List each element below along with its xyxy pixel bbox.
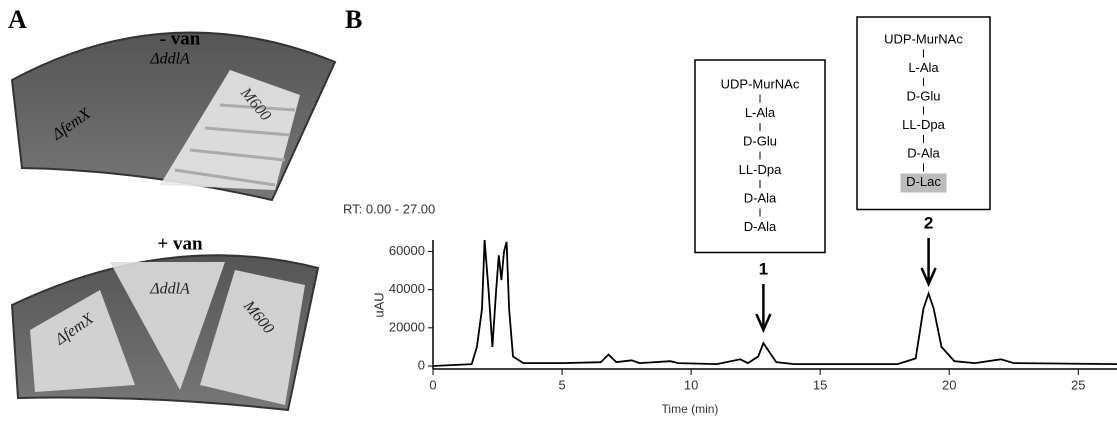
streak-lines <box>174 103 296 187</box>
x-tick-label: 20 <box>942 377 956 392</box>
x-tick-label: 25 <box>1071 377 1085 392</box>
strain-label: ΔddlA <box>149 51 190 68</box>
plate-title: - van <box>160 28 201 49</box>
residue: LL-Dpa <box>902 117 945 132</box>
panel-label: B <box>345 5 362 34</box>
annotation: RT: 0.00 - 27.00 <box>343 201 435 216</box>
residue: LL-Dpa <box>739 162 782 177</box>
peak-label: 1 <box>759 259 768 278</box>
x-axis-label: Time (min) <box>662 402 719 416</box>
residue: UDP-MurNAc <box>884 31 963 46</box>
residue: D-Ala <box>907 145 940 160</box>
y-tick-label: 0 <box>418 357 425 372</box>
residue: D-Glu <box>743 133 777 148</box>
trace <box>432 239 1117 367</box>
residue: D-Ala <box>744 190 777 205</box>
peak-arrow <box>920 238 937 288</box>
x-tick-label: 5 <box>558 377 565 392</box>
residue: D-Ala <box>744 219 777 234</box>
peak-label: 2 <box>924 213 933 232</box>
panel-label: A <box>8 5 27 34</box>
structure-box <box>694 59 826 254</box>
plate-title: + van <box>157 233 203 254</box>
x-tick-label: 15 <box>813 377 827 392</box>
residue: UDP-MurNAc <box>721 76 800 91</box>
y-tick-label: 20000 <box>389 319 425 334</box>
x-tick-label: 10 <box>684 377 698 392</box>
structure-box <box>856 16 991 211</box>
strain-label: ΔddlA <box>149 281 190 298</box>
peak-arrow <box>755 284 772 334</box>
y-tick-label: 40000 <box>389 281 425 296</box>
y-tick-label: 60000 <box>389 243 425 258</box>
residue: D-Lac <box>906 174 941 189</box>
y-axis-label: uAU <box>371 292 386 317</box>
highlight <box>900 173 947 193</box>
residue: L-Ala <box>745 105 776 120</box>
residue: L-Ala <box>908 60 939 75</box>
streaks <box>30 262 305 405</box>
x-tick-label: 0 <box>429 377 436 392</box>
residue: D-Glu <box>907 88 941 103</box>
